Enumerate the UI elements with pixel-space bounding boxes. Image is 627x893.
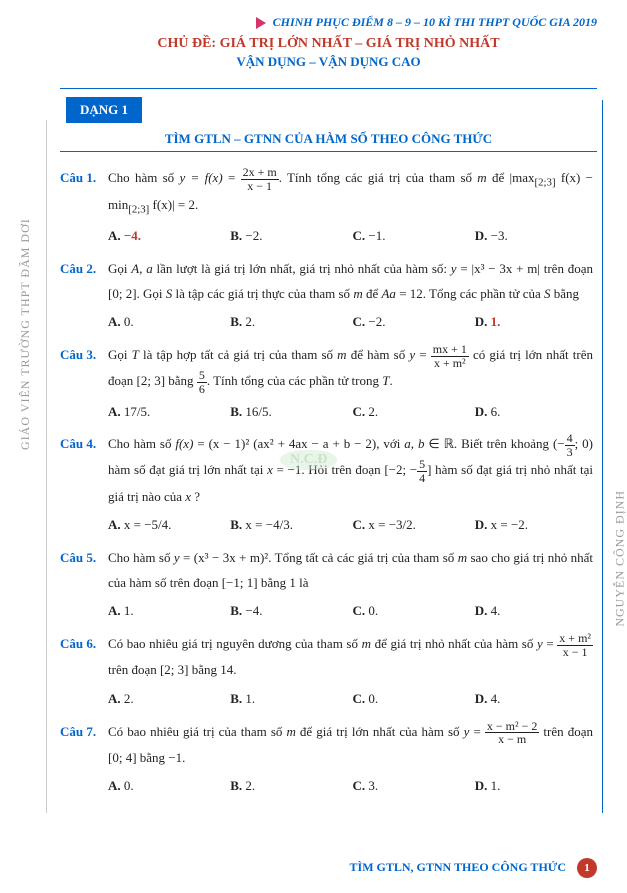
option-D: D. 4. bbox=[475, 599, 597, 624]
options-row: A. x = −5/4.B. x = −4/3.C. x = −3/2.D. x… bbox=[60, 513, 597, 538]
header-top: CHINH PHỤC ĐIỂM 8 – 9 – 10 KÌ THI THPT Q… bbox=[60, 15, 597, 30]
question-body: Cho hàm số f(x) = (x − 1)² (ax² + 4ax − … bbox=[108, 432, 593, 509]
side-right-text: NGUYỄN CÔNG ĐỊNH bbox=[613, 490, 627, 627]
question-body: Có bao nhiêu giá trị của tham số m để gi… bbox=[108, 720, 593, 771]
option-A: A. 2. bbox=[108, 687, 230, 712]
options-row: A. 17/5.B. 16/5.C. 2.D. 6. bbox=[60, 400, 597, 425]
option-C: C. 3. bbox=[353, 774, 475, 799]
page: CHINH PHỤC ĐIỂM 8 – 9 – 10 KÌ THI THPT Q… bbox=[0, 0, 627, 893]
option-D: D. 6. bbox=[475, 400, 597, 425]
question-label: Câu 2. bbox=[60, 257, 108, 282]
right-border bbox=[602, 100, 603, 813]
question-body: Gọi T là tập hợp tất cả giá trị của tham… bbox=[108, 343, 593, 395]
question-6: Câu 6.Có bao nhiêu giá trị nguyên dương … bbox=[60, 632, 597, 712]
option-A: A. 0. bbox=[108, 774, 230, 799]
page-number: 1 bbox=[577, 858, 597, 878]
option-B: B. x = −4/3. bbox=[230, 513, 352, 538]
watermark: N.C.Đ bbox=[280, 450, 337, 470]
question-5: Câu 5.Cho hàm số y = (x³ − 3x + m)². Tổn… bbox=[60, 546, 597, 624]
header-top-text: CHINH PHỤC ĐIỂM 8 – 9 – 10 KÌ THI THPT Q… bbox=[273, 15, 597, 29]
option-B: B. 1. bbox=[230, 687, 352, 712]
option-A: A. 17/5. bbox=[108, 400, 230, 425]
option-D: D. x = −2. bbox=[475, 513, 597, 538]
option-C: C. 2. bbox=[353, 400, 475, 425]
option-D: D. 4. bbox=[475, 687, 597, 712]
option-C: C. x = −3/2. bbox=[353, 513, 475, 538]
options-row: A. 0.B. 2.C. −2.D. 1. bbox=[60, 310, 597, 335]
question-body: Có bao nhiêu giá trị nguyên dương của th… bbox=[108, 632, 593, 683]
question-label: Câu 3. bbox=[60, 343, 108, 368]
question-2: Câu 2.Gọi A, a lần lượt là giá trị lớn n… bbox=[60, 257, 597, 335]
option-A: A. −4. bbox=[108, 224, 230, 249]
option-D: D. 1. bbox=[475, 774, 597, 799]
options-row: A. 1.B. −4.C. 0.D. 4. bbox=[60, 599, 597, 624]
options-row: A. 0.B. 2.C. 3.D. 1. bbox=[60, 774, 597, 799]
option-B: B. 16/5. bbox=[230, 400, 352, 425]
dang-box: DẠNG 1 bbox=[66, 97, 142, 123]
question-7: Câu 7.Có bao nhiêu giá trị của tham số m… bbox=[60, 720, 597, 800]
option-C: C. −1. bbox=[353, 224, 475, 249]
option-A: A. 0. bbox=[108, 310, 230, 335]
option-A: A. x = −5/4. bbox=[108, 513, 230, 538]
side-left-text: GIÁO VIÊN TRƯỜNG THPT ĐẦM DƠI bbox=[18, 218, 33, 450]
options-row: A. −4.B. −2.C. −1.D. −3. bbox=[60, 224, 597, 249]
section-title: TÌM GTLN – GTNN CỦA HÀM SỐ THEO CÔNG THỨ… bbox=[60, 131, 597, 152]
question-label: Câu 5. bbox=[60, 546, 108, 571]
question-label: Câu 1. bbox=[60, 166, 108, 191]
triangle-icon bbox=[256, 17, 266, 29]
question-body: Gọi A, a lần lượt là giá trị lớn nhất, g… bbox=[108, 257, 593, 306]
question-body: Cho hàm số y = f(x) = 2x + mx − 1. Tính … bbox=[108, 166, 593, 220]
left-border bbox=[46, 120, 47, 813]
footer: TÌM GTLN, GTNN THEO CÔNG THỨC 1 bbox=[350, 858, 597, 878]
option-D: D. 1. bbox=[475, 310, 597, 335]
option-C: C. 0. bbox=[353, 687, 475, 712]
option-B: B. −4. bbox=[230, 599, 352, 624]
option-B: B. −2. bbox=[230, 224, 352, 249]
option-B: B. 2. bbox=[230, 774, 352, 799]
question-label: Câu 4. bbox=[60, 432, 108, 457]
footer-text: TÌM GTLN, GTNN THEO CÔNG THỨC bbox=[350, 860, 566, 874]
question-label: Câu 6. bbox=[60, 632, 108, 657]
questions-container: Câu 1.Cho hàm số y = f(x) = 2x + mx − 1.… bbox=[60, 166, 597, 799]
question-body: Cho hàm số y = (x³ − 3x + m)². Tổng tất … bbox=[108, 546, 593, 595]
question-4: Câu 4.Cho hàm số f(x) = (x − 1)² (ax² + … bbox=[60, 432, 597, 538]
question-1: Câu 1.Cho hàm số y = f(x) = 2x + mx − 1.… bbox=[60, 166, 597, 249]
question-3: Câu 3.Gọi T là tập hợp tất cả giá trị củ… bbox=[60, 343, 597, 424]
question-label: Câu 7. bbox=[60, 720, 108, 745]
main-title: CHỦ ĐỀ: GIÁ TRỊ LỚN NHẤT – GIÁ TRỊ NHỎ N… bbox=[60, 36, 597, 52]
option-B: B. 2. bbox=[230, 310, 352, 335]
divider bbox=[60, 88, 597, 89]
subtitle: VẬN DỤNG – VẬN DỤNG CAO bbox=[60, 54, 597, 70]
option-C: C. 0. bbox=[353, 599, 475, 624]
option-A: A. 1. bbox=[108, 599, 230, 624]
options-row: A. 2.B. 1.C. 0.D. 4. bbox=[60, 687, 597, 712]
option-C: C. −2. bbox=[353, 310, 475, 335]
option-D: D. −3. bbox=[475, 224, 597, 249]
